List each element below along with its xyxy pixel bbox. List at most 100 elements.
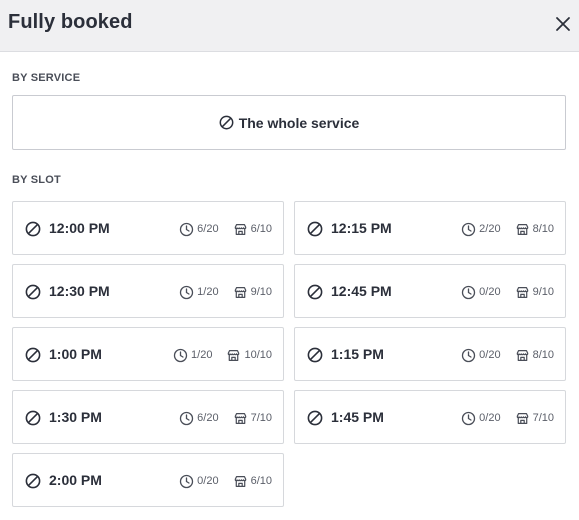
store-icon	[234, 475, 246, 487]
slot-store-stat: 10/10	[226, 348, 272, 363]
slot-card[interactable]: 1:15 PM 0/20 8/10	[294, 327, 566, 381]
by-slot-label: BY SLOT	[12, 174, 61, 186]
slot-store-stat: 7/10	[233, 411, 272, 426]
close-button[interactable]	[553, 14, 573, 34]
slot-grid: 12:00 PM 6/20 6/10 12:15 PM	[12, 201, 566, 507]
slot-time: 12:15 PM	[331, 220, 392, 236]
slot-store-stat: 8/10	[515, 222, 554, 237]
slot-clock-stat: 0/20	[461, 411, 501, 426]
clock-icon	[461, 348, 476, 362]
store-icon	[234, 286, 246, 298]
slot-clock-stat: 2/20	[461, 222, 501, 237]
slot-card[interactable]: 12:00 PM 6/20 6/10	[12, 201, 284, 255]
slot-store-stat: 9/10	[515, 285, 554, 300]
slot-time: 1:30 PM	[49, 409, 102, 425]
clock-icon	[173, 348, 188, 362]
slot-store-stat: 8/10	[515, 348, 554, 363]
slot-clock-stat: 6/20	[179, 222, 219, 237]
ban-icon	[25, 284, 41, 300]
slot-time: 1:15 PM	[331, 346, 384, 362]
ban-icon	[307, 221, 323, 237]
slot-clock-stat: 0/20	[461, 285, 501, 300]
clock-icon	[179, 411, 194, 425]
slot-time: 2:00 PM	[49, 472, 102, 488]
slot-stats: 6/20 6/10	[179, 221, 272, 237]
panel-header: Fully booked	[0, 0, 579, 52]
slot-clock-stat: 1/20	[179, 285, 219, 300]
slot-clock-value: 6/20	[197, 223, 219, 235]
slot-store-value: 10/10	[244, 349, 272, 361]
slot-clock-stat: 6/20	[179, 411, 219, 426]
ban-icon	[25, 347, 41, 363]
clock-icon	[179, 474, 194, 488]
slot-clock-stat: 1/20	[173, 348, 212, 363]
slot-store-stat: 9/10	[233, 285, 272, 300]
slot-time: 1:45 PM	[331, 409, 384, 425]
slot-store-value: 8/10	[532, 223, 554, 235]
slot-stats: 1/20 9/10	[179, 284, 272, 300]
slot-card[interactable]: 1:45 PM 0/20 7/10	[294, 390, 566, 444]
slot-clock-value: 6/20	[197, 412, 219, 424]
slot-store-value: 6/10	[250, 475, 272, 487]
ban-icon	[219, 115, 234, 130]
slot-clock-value: 1/20	[197, 286, 219, 298]
slot-stats: 1/20 10/10	[173, 347, 272, 363]
slot-store-value: 7/10	[532, 412, 554, 424]
slot-store-value: 9/10	[250, 286, 272, 298]
store-icon	[516, 349, 528, 361]
clock-icon	[179, 222, 194, 236]
clock-icon	[179, 285, 194, 299]
slot-clock-value: 0/20	[479, 286, 501, 298]
slot-stats: 0/20 6/10	[179, 473, 272, 489]
slot-stats: 6/20 7/10	[179, 410, 272, 426]
slot-store-value: 6/10	[250, 223, 272, 235]
ban-icon	[25, 221, 41, 237]
panel-title: Fully booked	[8, 11, 133, 33]
slot-card[interactable]: 1:30 PM 6/20 7/10	[12, 390, 284, 444]
slot-store-stat: 6/10	[233, 222, 272, 237]
slot-card[interactable]: 1:00 PM 1/20 10/10	[12, 327, 284, 381]
slot-clock-value: 0/20	[479, 412, 501, 424]
by-service-label: BY SERVICE	[12, 72, 81, 84]
slot-clock-stat: 0/20	[179, 474, 219, 489]
store-icon	[516, 286, 528, 298]
slot-time: 12:00 PM	[49, 220, 110, 236]
slot-stats: 0/20 9/10	[461, 284, 554, 300]
slot-card[interactable]: 2:00 PM 0/20 6/10	[12, 453, 284, 507]
slot-store-value: 7/10	[250, 412, 272, 424]
ban-icon	[307, 410, 323, 426]
slot-store-stat: 7/10	[515, 411, 554, 426]
store-icon	[234, 223, 246, 235]
ban-icon	[25, 473, 41, 489]
ban-icon	[307, 284, 323, 300]
slot-store-value: 9/10	[532, 286, 554, 298]
slot-card[interactable]: 12:30 PM 1/20 9/10	[12, 264, 284, 318]
slot-stats: 2/20 8/10	[461, 221, 554, 237]
slot-clock-value: 1/20	[191, 349, 213, 361]
slot-store-value: 8/10	[532, 349, 554, 361]
slot-card[interactable]: 12:15 PM 2/20 8/10	[294, 201, 566, 255]
store-icon	[516, 412, 528, 424]
clock-icon	[461, 222, 476, 236]
slot-clock-value: 2/20	[479, 223, 501, 235]
clock-icon	[461, 285, 476, 299]
slot-clock-value: 0/20	[479, 349, 501, 361]
slot-stats: 0/20 8/10	[461, 347, 554, 363]
slot-stats: 0/20 7/10	[461, 410, 554, 426]
slot-card[interactable]: 12:45 PM 0/20 9/10	[294, 264, 566, 318]
close-icon	[556, 17, 570, 31]
slot-store-stat: 6/10	[233, 474, 272, 489]
slot-time: 12:45 PM	[331, 283, 392, 299]
slot-time: 1:00 PM	[49, 346, 102, 362]
whole-service-button[interactable]: The whole service	[12, 95, 566, 150]
store-icon	[234, 412, 246, 424]
clock-icon	[461, 411, 476, 425]
store-icon	[516, 223, 528, 235]
slot-clock-stat: 0/20	[461, 348, 501, 363]
slot-time: 12:30 PM	[49, 283, 110, 299]
slot-clock-value: 0/20	[197, 475, 219, 487]
ban-icon	[25, 410, 41, 426]
ban-icon	[307, 347, 323, 363]
store-icon	[228, 349, 240, 361]
whole-service-label: The whole service	[238, 114, 360, 131]
